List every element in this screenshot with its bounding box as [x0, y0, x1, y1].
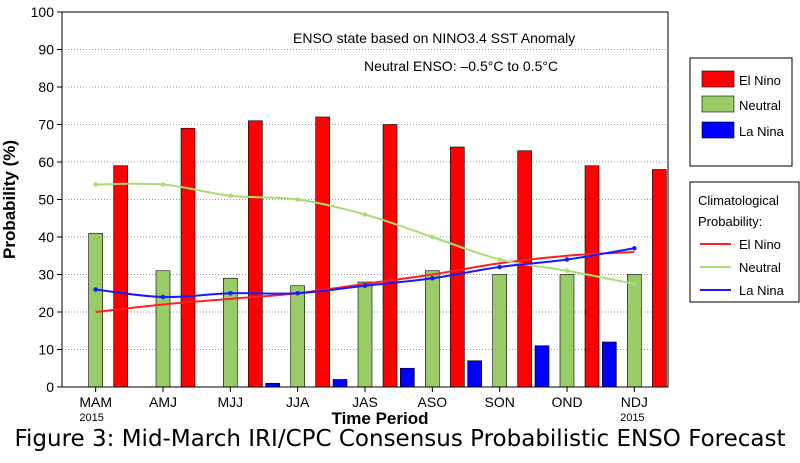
climatology-point-la-nina [430, 275, 435, 281]
legend-label-la-nina: La Nina [739, 124, 785, 139]
bar-la-nina [534, 345, 550, 388]
bar-neutral [155, 270, 171, 388]
x-tick-label: NDJ [621, 394, 648, 410]
y-tick-label: 10 [38, 342, 54, 358]
climatology-point-la-nina [160, 294, 166, 300]
y-tick-label: 80 [38, 79, 54, 95]
x-year-label-end: 2015 [620, 412, 644, 424]
bar-el-nino [315, 116, 330, 388]
legend-label-neutral: Neutral [739, 98, 781, 113]
bar-la-nina [467, 360, 482, 388]
bar-el-nino [450, 146, 465, 388]
climatology-point-neutral [430, 234, 435, 240]
y-axis-title: Probability (%) [0, 140, 19, 259]
bar-neutral [88, 232, 103, 388]
bar-neutral [357, 281, 373, 388]
climatology-point-la-nina [228, 290, 233, 296]
climatology-point-la-nina [93, 287, 98, 292]
bar-la-nina [265, 382, 280, 388]
climatology-point-neutral [564, 268, 570, 274]
climatology-point-la-nina [362, 283, 368, 289]
x-axis-title: Time Period [332, 409, 429, 425]
bar-el-nino [517, 150, 532, 388]
bar-neutral [492, 274, 507, 388]
y-tick-label: 90 [38, 42, 54, 58]
climatology-legend-title: Climatological [698, 193, 779, 208]
climatology-point-neutral [160, 182, 166, 187]
y-tick-label: 50 [38, 192, 54, 208]
bar-el-nino [180, 127, 196, 388]
y-tick-label: 70 [38, 117, 54, 133]
x-tick-label: JJA [286, 394, 310, 410]
x-tick-label: MJJ [217, 394, 243, 410]
x-tick-label: JAS [352, 394, 378, 410]
legend-swatch-neutral [701, 95, 735, 113]
climatology-point-neutral [497, 257, 502, 262]
bar-neutral [425, 270, 440, 388]
bar-la-nina [332, 379, 348, 388]
climatology-point-la-nina [564, 257, 570, 262]
x-tick-label: AMJ [149, 394, 177, 410]
bar-neutral [627, 274, 642, 388]
annotation-neutral-range: Neutral ENSO: –0.5°C to 0.5°C [364, 58, 558, 74]
climatology-point-la-nina [497, 264, 502, 270]
bar-el-nino [248, 120, 263, 388]
legend-label-el-nino: El Nino [739, 73, 781, 88]
climatology-legend-label-neutral: Neutral [739, 260, 781, 275]
bar-el-nino [382, 124, 398, 388]
x-tick-label: OND [551, 394, 582, 410]
x-tick-label: SON [484, 394, 514, 410]
figure-caption: Figure 3: Mid-March IRI/CPC Consensus Pr… [14, 426, 786, 452]
y-tick-label: 0 [46, 379, 54, 395]
climatology-legend-label-la-nina: La Nina [739, 283, 785, 298]
climatology-legend-label-el-nino: El Nino [739, 237, 781, 252]
y-tick-label: 40 [38, 229, 54, 245]
bar-neutral [559, 274, 575, 388]
bar-el-nino [652, 169, 667, 388]
climatology-legend-box [689, 181, 800, 303]
annotation-enso-state: ENSO state based on NINO3.4 SST Anomaly [293, 30, 575, 46]
x-year-label-start: 2015 [79, 412, 103, 424]
climatology-point-neutral [632, 281, 637, 287]
climatology-point-neutral [228, 193, 233, 199]
climatology-legend-title: Probability: [698, 214, 762, 229]
climatology-point-la-nina [295, 290, 300, 296]
climatology-point-neutral [93, 182, 98, 187]
bar-neutral [290, 285, 305, 388]
climatology-point-neutral [362, 212, 368, 217]
legend-swatch-el-nino [701, 70, 735, 88]
x-tick-label: MAM [79, 394, 112, 410]
x-tick-label: ASO [418, 394, 448, 410]
y-tick-label: 20 [38, 304, 54, 320]
enso-forecast-chart: 0 10 20 30 40 50 60 70 80 90 100 MAM AMJ MJJ JJA JAS ASO… [0, 4, 800, 425]
y-tick-label: 60 [38, 154, 54, 170]
y-tick-label: 30 [38, 267, 54, 283]
bar-el-nino [113, 165, 128, 388]
climatology-point-la-nina [632, 245, 637, 251]
y-tick-label: 100 [31, 4, 55, 20]
climatology-point-neutral [295, 197, 300, 202]
legend-swatch-la-nina [701, 121, 735, 139]
bar-la-nina [400, 367, 415, 388]
bar-la-nina [602, 341, 617, 388]
